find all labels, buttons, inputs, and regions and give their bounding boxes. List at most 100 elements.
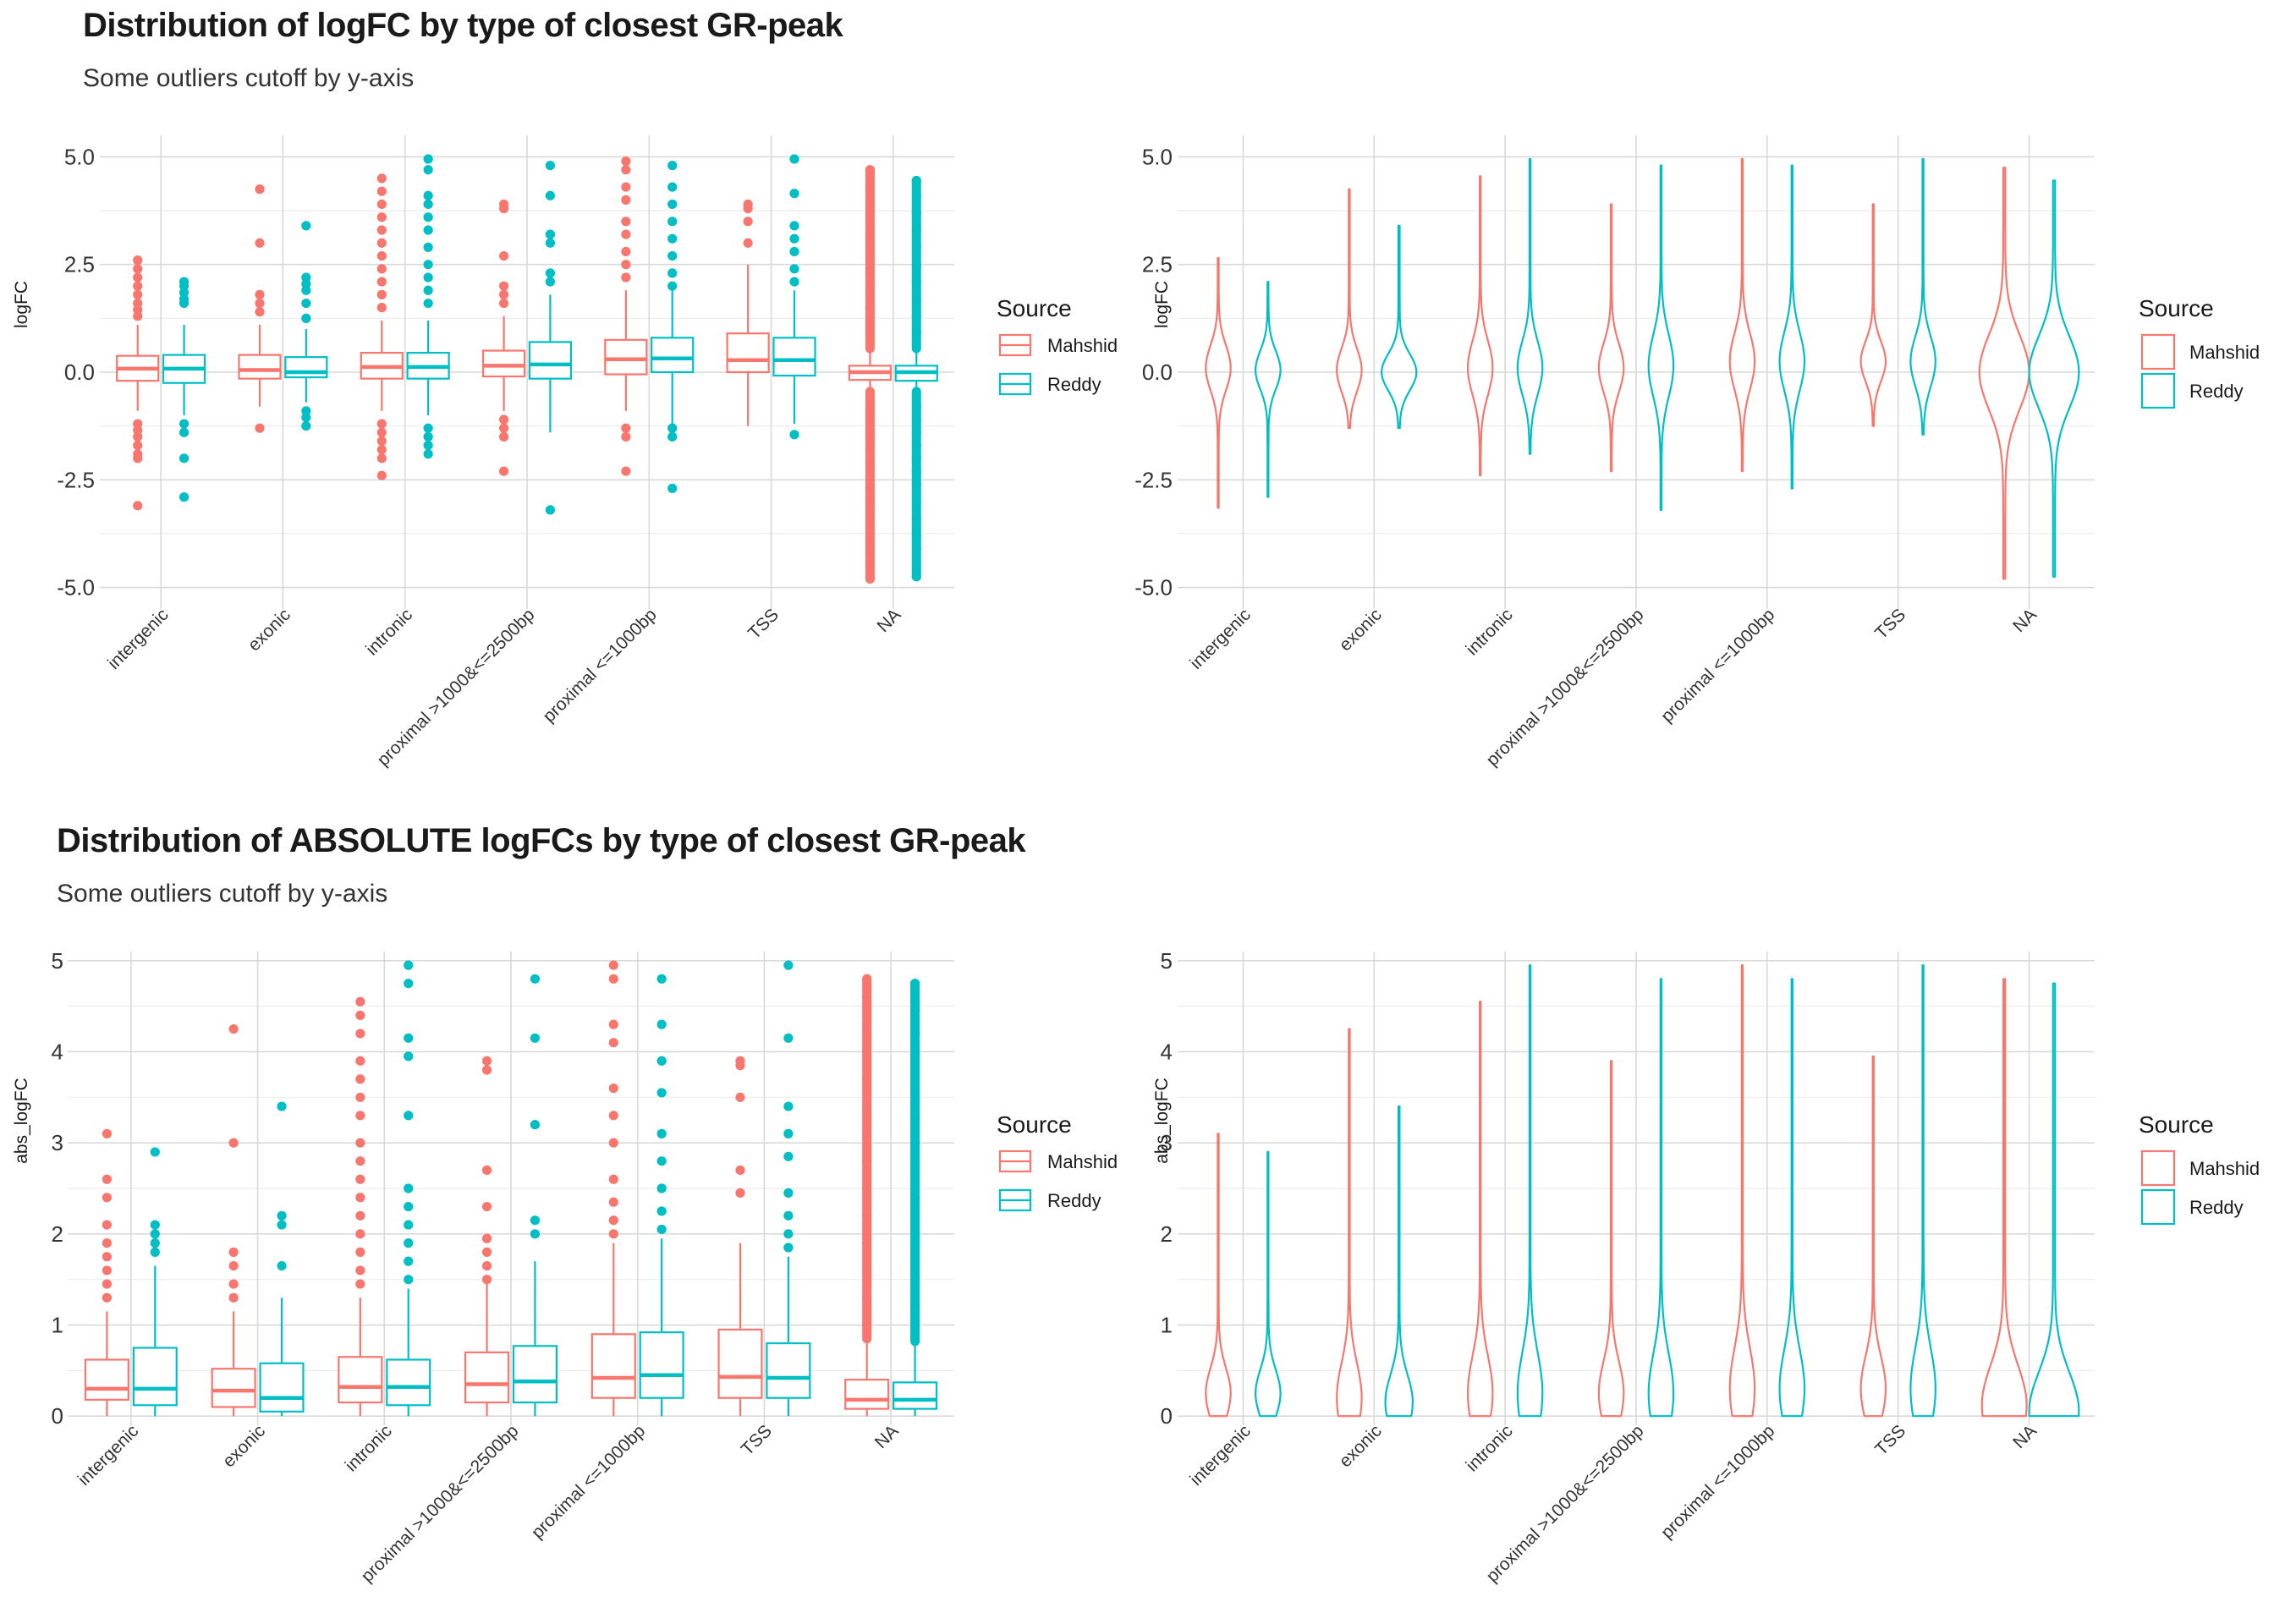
outlier-point xyxy=(376,199,387,210)
box xyxy=(651,337,695,374)
outlier-point xyxy=(179,427,190,437)
violin xyxy=(1909,964,1936,1418)
outlier-point xyxy=(255,298,265,309)
series-mahshid xyxy=(84,960,890,1417)
outlier-point xyxy=(102,1238,113,1248)
outlier-point xyxy=(481,1201,492,1212)
outlier-point xyxy=(667,431,678,442)
violin xyxy=(1978,167,2030,580)
box xyxy=(717,1328,763,1399)
outlier-point xyxy=(530,1120,541,1130)
x-tick-label-proximal-1000bp: proximal <=1000bp xyxy=(1657,605,1778,726)
outlier-point xyxy=(667,217,678,227)
legend-label-mahshid: Mahshid xyxy=(1047,1151,1118,1172)
legend-title: Source xyxy=(997,1111,1072,1138)
outlier-point xyxy=(423,431,433,442)
outlier-point xyxy=(150,1238,160,1248)
box xyxy=(481,349,526,378)
outlier-point xyxy=(133,289,143,299)
legend-label-reddy: Reddy xyxy=(2189,381,2244,402)
outlier-point xyxy=(667,199,678,210)
outlier-point xyxy=(423,260,433,270)
x-tick-label-tss: TSS xyxy=(744,605,783,643)
outlier-point xyxy=(404,1033,414,1043)
outlier-point xyxy=(783,1243,794,1253)
outlier-point xyxy=(228,1279,239,1289)
outlier-point xyxy=(530,974,541,984)
y-tick-label: 3 xyxy=(1161,1130,1173,1155)
outlier-point xyxy=(545,190,556,200)
outlier-point xyxy=(376,445,387,455)
outlier-point xyxy=(481,1056,492,1066)
legend-label-reddy: Reddy xyxy=(1047,1190,1101,1211)
violin xyxy=(1205,257,1232,509)
y-tick-label: 2.5 xyxy=(1142,252,1173,277)
x-tick-label-na: NA xyxy=(871,1421,903,1452)
outlier-point xyxy=(498,414,509,425)
logfc-violin-panel: 5.0 2.5 0.0 -2.5 -5.0 logFC intergenic exonic in… xyxy=(1134,135,2260,770)
outlier-point xyxy=(423,199,433,210)
outlier-point xyxy=(376,277,387,287)
y-tick-label: 3 xyxy=(52,1130,63,1155)
y-tick-label: 5 xyxy=(1161,948,1173,974)
y-tick-label: 1 xyxy=(52,1313,63,1338)
outlier-point xyxy=(301,221,311,231)
outlier-point xyxy=(376,212,387,222)
y-tick-label: 1 xyxy=(1161,1313,1173,1338)
violin xyxy=(1516,157,1544,455)
outlier-point xyxy=(498,250,509,261)
outlier-point xyxy=(102,1252,113,1262)
outlier-point xyxy=(376,238,387,248)
outlier-point xyxy=(355,1092,365,1102)
outlier-point xyxy=(667,268,678,278)
outlier-point xyxy=(376,250,387,261)
outlier-point xyxy=(608,1197,618,1207)
outlier-point xyxy=(498,298,509,309)
outlier-point xyxy=(133,272,143,283)
violin xyxy=(2028,179,2080,578)
outlier-point xyxy=(656,974,667,984)
outlier-point xyxy=(735,1061,745,1071)
y-tick-label: -5.0 xyxy=(57,575,95,601)
violin xyxy=(1466,1001,1494,1418)
y-tick-label: 0 xyxy=(52,1403,63,1429)
box xyxy=(528,341,573,380)
legend-key-mahshid xyxy=(2140,333,2176,370)
x-tick-label-tss: TSS xyxy=(1871,1421,1909,1459)
x-tick-label-intergenic: intergenic xyxy=(1186,1421,1255,1490)
outlier-point xyxy=(608,1019,618,1029)
outlier-point xyxy=(255,307,265,317)
x-tick-label-tss: TSS xyxy=(738,1421,776,1459)
box xyxy=(386,1358,431,1407)
outlier-point xyxy=(667,250,678,261)
outlier-point xyxy=(656,1224,667,1235)
x-tick-label-intronic: intronic xyxy=(362,605,416,659)
x-tick-label-intergenic: intergenic xyxy=(104,605,173,673)
x-tick-label-na: NA xyxy=(873,605,904,636)
outlier-point xyxy=(743,238,753,248)
outlier-point xyxy=(789,277,799,287)
legend-title: Source xyxy=(997,295,1072,321)
x-tick-label-na: NA xyxy=(2009,605,2041,636)
x-tick-label-intergenic: intergenic xyxy=(74,1421,143,1490)
series-mahshid xyxy=(1205,157,2030,580)
outlier-point xyxy=(498,431,509,442)
x-tick-label-proximal-1000-2500bp: proximal >1000&<=2500bp xyxy=(1483,1421,1648,1586)
x-tick-label-exonic: exonic xyxy=(244,605,294,655)
outlier-point xyxy=(133,431,143,442)
violin xyxy=(1336,1028,1363,1418)
outlier-point xyxy=(102,1128,113,1138)
violin xyxy=(1859,1055,1887,1418)
violin xyxy=(1516,964,1544,1418)
box xyxy=(766,1341,811,1399)
x-tick-label-intronic: intronic xyxy=(1463,605,1517,659)
outlier-point xyxy=(667,182,678,192)
outlier-point xyxy=(102,1174,113,1184)
outlier-point xyxy=(621,182,631,192)
outlier-point xyxy=(735,1092,745,1102)
outlier-point xyxy=(355,1193,365,1203)
outlier-point xyxy=(481,1165,492,1176)
outlier-point xyxy=(789,189,799,199)
outlier-point xyxy=(355,1279,365,1289)
